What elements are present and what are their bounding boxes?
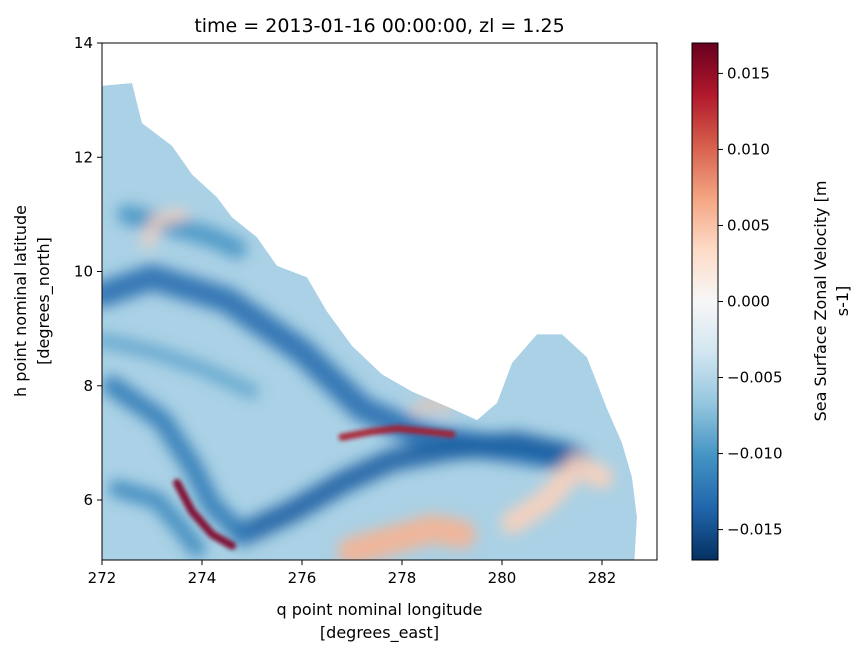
velocity-band-11 bbox=[141, 208, 188, 249]
colorbar-tick-label-3: 0.000 bbox=[727, 293, 770, 311]
colorbar-label: Sea Surface Zonal Velocity [m bbox=[811, 181, 830, 422]
x-axis-units: [degrees_east] bbox=[320, 623, 439, 643]
x-tick-label-272: 272 bbox=[88, 569, 117, 587]
y-axis-units: [degrees_north] bbox=[34, 237, 54, 365]
y-tick-label-6: 6 bbox=[83, 491, 93, 509]
velocity-field bbox=[102, 83, 637, 560]
y-axis-ticks: 6 8 10 12 14 bbox=[74, 34, 102, 509]
colorbar bbox=[691, 42, 719, 561]
velocity-band-2 bbox=[230, 431, 579, 546]
velocity-band-8 bbox=[338, 425, 456, 441]
colorbar-ticks: −0.015 −0.010 −0.005 0.000 0.005 0.010 0.015 bbox=[718, 64, 783, 539]
velocity-band-10 bbox=[500, 454, 614, 535]
colorbar-tick-label-5: 0.010 bbox=[727, 140, 770, 158]
colorbar-tick-label-1: −0.010 bbox=[727, 445, 783, 463]
x-tick-label-276: 276 bbox=[288, 569, 317, 587]
colorbar-tick-label-6: 0.015 bbox=[727, 64, 770, 82]
velocity-band-9 bbox=[337, 514, 477, 560]
x-tick-label-280: 280 bbox=[488, 569, 517, 587]
x-tick-label-278: 278 bbox=[388, 569, 417, 587]
velocity-band-5 bbox=[117, 204, 247, 259]
velocity-band-7 bbox=[173, 478, 236, 550]
colorbar-label-units: s-1] bbox=[833, 286, 852, 317]
y-axis-label: h point nominal latitude bbox=[11, 205, 30, 397]
x-tick-label-274: 274 bbox=[188, 569, 217, 587]
x-axis-label: q point nominal longitude bbox=[277, 600, 483, 619]
velocity-band-6 bbox=[102, 332, 260, 399]
colorbar-tick-label-4: 0.005 bbox=[727, 216, 770, 234]
chart-title: time = 2013-01-16 00:00:00, zl = 1.25 bbox=[194, 15, 564, 37]
colorbar-tick-label-2: −0.005 bbox=[727, 369, 783, 387]
velocity-band-4 bbox=[108, 480, 206, 558]
plot-frame bbox=[101, 42, 658, 561]
y-tick-label-8: 8 bbox=[83, 377, 93, 395]
y-tick-label-14: 14 bbox=[74, 34, 93, 52]
velocity-band-12 bbox=[412, 398, 452, 413]
colorbar-tick-label-0: −0.015 bbox=[727, 521, 783, 539]
velocity-band-3 bbox=[102, 375, 252, 545]
x-tick-label-282: 282 bbox=[588, 569, 617, 587]
x-axis-ticks: 272 274 276 278 280 282 bbox=[88, 560, 617, 587]
y-tick-label-10: 10 bbox=[74, 263, 93, 281]
y-tick-label-12: 12 bbox=[74, 148, 93, 166]
